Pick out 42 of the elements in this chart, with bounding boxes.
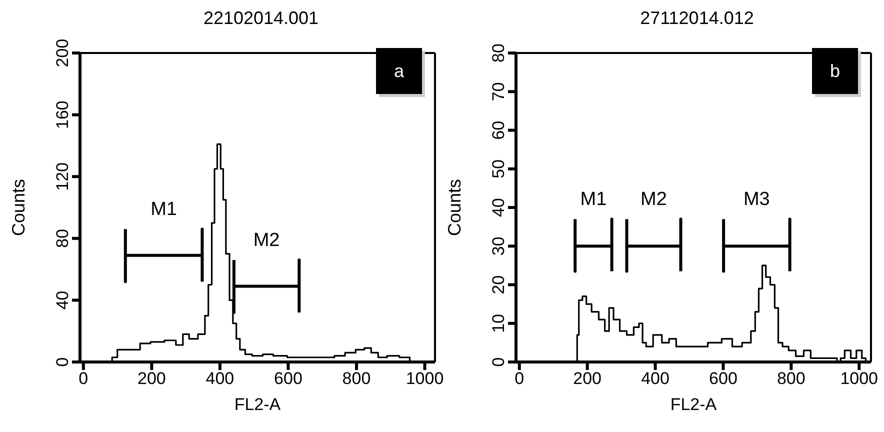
x-tick-label: 200 (573, 369, 602, 388)
x-tick-label: 600 (274, 369, 302, 388)
series-label: M3 (743, 189, 770, 210)
y-tick-label: 40 (489, 198, 508, 217)
y-tick-label: 50 (489, 159, 508, 178)
y-tick-label: 0 (489, 357, 508, 367)
x-tick-label: 400 (206, 369, 234, 388)
chart-title: 27112014.012 (639, 8, 755, 30)
chart-title: 22102014.001 (202, 8, 320, 30)
label-box: a (376, 48, 422, 94)
y-tick-label: 160 (53, 100, 72, 129)
y-tick-label: 80 (53, 228, 72, 248)
y-tick-label: 20 (489, 275, 508, 294)
series-label: M2 (640, 189, 667, 210)
y-axis-title: Counts (8, 178, 28, 236)
y-tick-label: 40 (53, 290, 72, 310)
x-tick-label: 400 (641, 369, 670, 388)
x-tick-label: 200 (137, 369, 166, 388)
label-box: b (812, 48, 858, 94)
x-tick-label: 600 (709, 369, 738, 388)
y-tick-label: 120 (53, 162, 72, 191)
y-tick-label: 80 (489, 44, 508, 62)
y-axis-title: Counts (444, 178, 464, 236)
x-tick-label: 800 (776, 369, 806, 388)
x-tick-label: 1000 (406, 369, 444, 388)
y-tick-label: 30 (489, 236, 508, 256)
y-tick-label: 70 (489, 82, 508, 102)
x-tick-label: 800 (342, 369, 371, 388)
y-tick-label: 60 (489, 120, 508, 140)
annotation: b (830, 60, 840, 82)
series-label: M1 (580, 189, 607, 210)
series-label: M2 (253, 230, 280, 252)
x-axis-title: FL2-A (234, 395, 282, 414)
x-axis-title: FL2-A (670, 395, 718, 414)
x-tick-label: 1000 (840, 369, 878, 388)
y-tick-label: 200 (53, 38, 72, 68)
annotation: a (394, 60, 404, 82)
x-tick-label: 0 (78, 369, 88, 388)
y-tick-label: 10 (489, 314, 508, 333)
series-label: M1 (150, 199, 178, 220)
y-tick-label: 0 (53, 357, 72, 367)
x-tick-label: 0 (514, 369, 524, 388)
